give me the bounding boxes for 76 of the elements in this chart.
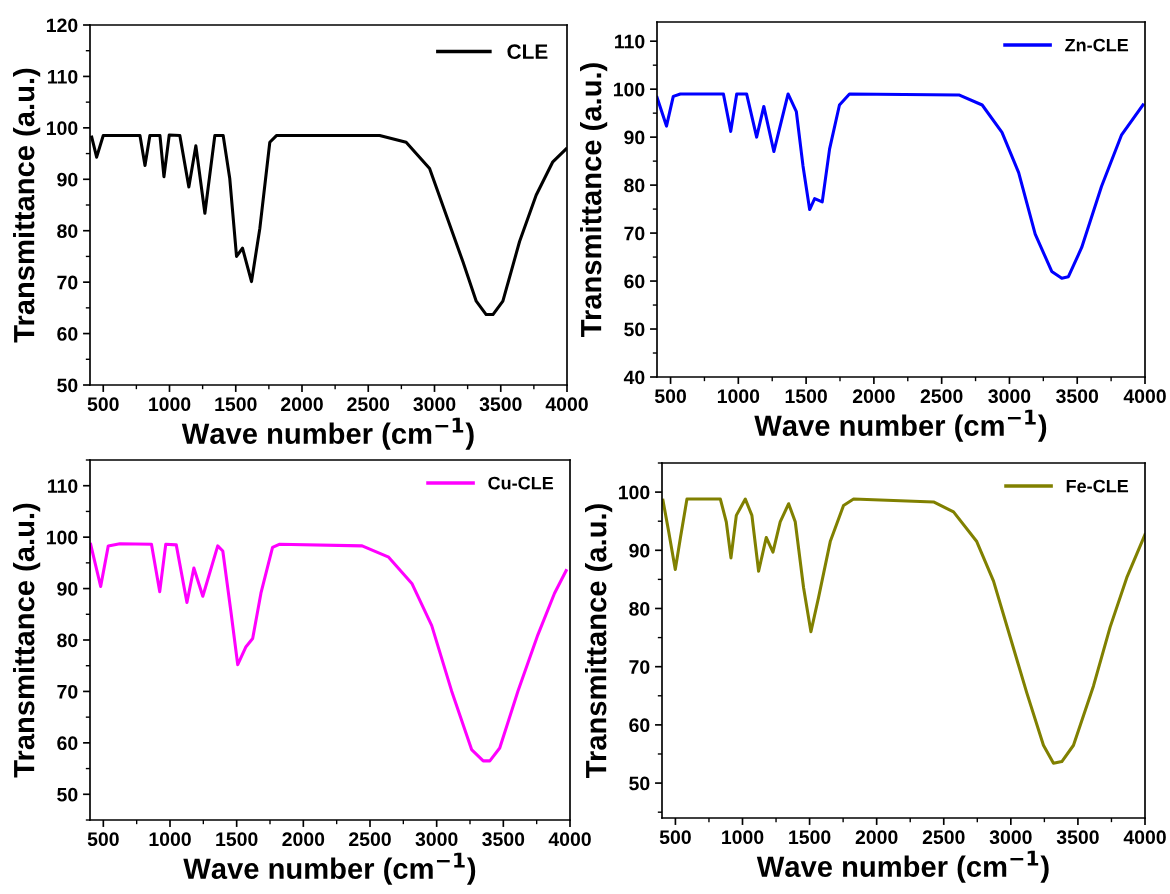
y-tick-label: 100	[618, 485, 650, 500]
y-axis-title: Transmittance (a.u.)	[580, 63, 608, 337]
y-axis-title: Transmittance (a.u.)	[585, 504, 613, 778]
x-tick-label: 2500	[347, 397, 390, 412]
x-tick-label: 2500	[920, 389, 963, 404]
legend-label: Zn-CLE	[1065, 38, 1129, 52]
y-tick-label: 60	[57, 327, 78, 341]
x-tick-label: 2000	[281, 397, 323, 412]
line-series	[662, 497, 1145, 765]
x-tick-label: 1500	[216, 832, 258, 847]
y-tick-label: 90	[57, 582, 78, 596]
x-tick-label: 4000	[548, 832, 591, 847]
legend-label: CLE	[507, 44, 548, 60]
y-tick-label: 110	[48, 69, 78, 84]
legend-label: Cu-CLE	[488, 476, 554, 490]
x-tick-label: 3000	[415, 832, 458, 847]
y-tick-label: 50	[629, 776, 650, 791]
x-tick-label: 3500	[1056, 389, 1099, 404]
x-tick-label: 3000	[413, 397, 456, 412]
legend-label: Fe-CLE	[1066, 479, 1129, 493]
x-axis-title: Wave number (cm$^{−1}$)	[756, 850, 1049, 883]
y-tick-label: 110	[48, 479, 78, 493]
y-tick-label: 90	[624, 130, 645, 145]
x-axis-title: Wave number (cm$^{−1}$)	[754, 409, 1047, 442]
x-tick-label: 1000	[149, 832, 191, 847]
y-tick-label: 80	[57, 224, 78, 238]
x-tick-label: 1500	[215, 397, 257, 412]
y-tick-label: 50	[57, 787, 78, 802]
y-tick-label: 80	[624, 178, 645, 193]
x-tick-label: 500	[654, 389, 686, 404]
y-tick-label: 90	[629, 543, 650, 558]
x-tick-label: 2000	[855, 830, 898, 845]
y-tick-label: 100	[613, 82, 645, 97]
y-tick-label: 60	[629, 718, 650, 733]
y-tick-label: 60	[57, 736, 78, 751]
y-tick-label: 50	[624, 322, 645, 337]
line-series	[90, 542, 568, 763]
y-tick-label: 70	[57, 275, 78, 290]
y-tick-label: 90	[57, 172, 78, 187]
x-tick-label: 2000	[282, 832, 325, 847]
y-tick-label: 110	[615, 34, 645, 49]
x-tick-label: 2000	[852, 389, 895, 404]
x-tick-label: 500	[87, 832, 119, 847]
x-tick-label: 1000	[722, 830, 764, 845]
y-tick-label: 80	[629, 601, 650, 616]
y-tick-label: 100	[46, 121, 78, 136]
y-tick-label: 70	[629, 660, 650, 674]
x-tick-label: 1000	[149, 397, 191, 412]
x-tick-label: 1500	[789, 830, 831, 845]
x-tick-label: 1000	[717, 389, 760, 404]
y-tick-label: 120	[46, 18, 78, 33]
x-tick-label: 4000	[545, 397, 588, 412]
y-axis-title: Transmittance (a.u.)	[13, 68, 41, 343]
y-tick-label: 50	[57, 378, 78, 393]
x-axis-title: Wave number (cm$^{−1}$)	[181, 417, 474, 450]
x-tick-label: 4000	[1123, 389, 1166, 404]
line-series	[657, 92, 1145, 280]
x-tick-label: 500	[87, 397, 119, 412]
y-tick-label: 100	[46, 530, 78, 545]
y-axis-title: Transmittance (a.u.)	[13, 503, 41, 778]
x-tick-label: 3000	[988, 389, 1031, 404]
x-tick-label: 2500	[922, 830, 965, 845]
y-tick-label: 70	[57, 684, 78, 699]
x-axis-title: Wave number (cm$^{−1}$)	[183, 852, 476, 885]
x-tick-label: 3500	[482, 832, 525, 847]
x-tick-label: 3000	[989, 830, 1032, 845]
x-tick-label: 3500	[479, 397, 522, 412]
y-tick-label: 70	[624, 226, 645, 241]
y-tick-label: 40	[623, 370, 645, 385]
y-tick-label: 60	[624, 274, 645, 289]
x-tick-label: 500	[659, 830, 691, 845]
x-tick-label: 2500	[349, 832, 391, 847]
x-tick-label: 1500	[785, 389, 827, 404]
x-tick-label: 3500	[1056, 830, 1099, 845]
y-tick-label: 80	[57, 633, 78, 648]
x-tick-label: 4000	[1123, 830, 1166, 845]
